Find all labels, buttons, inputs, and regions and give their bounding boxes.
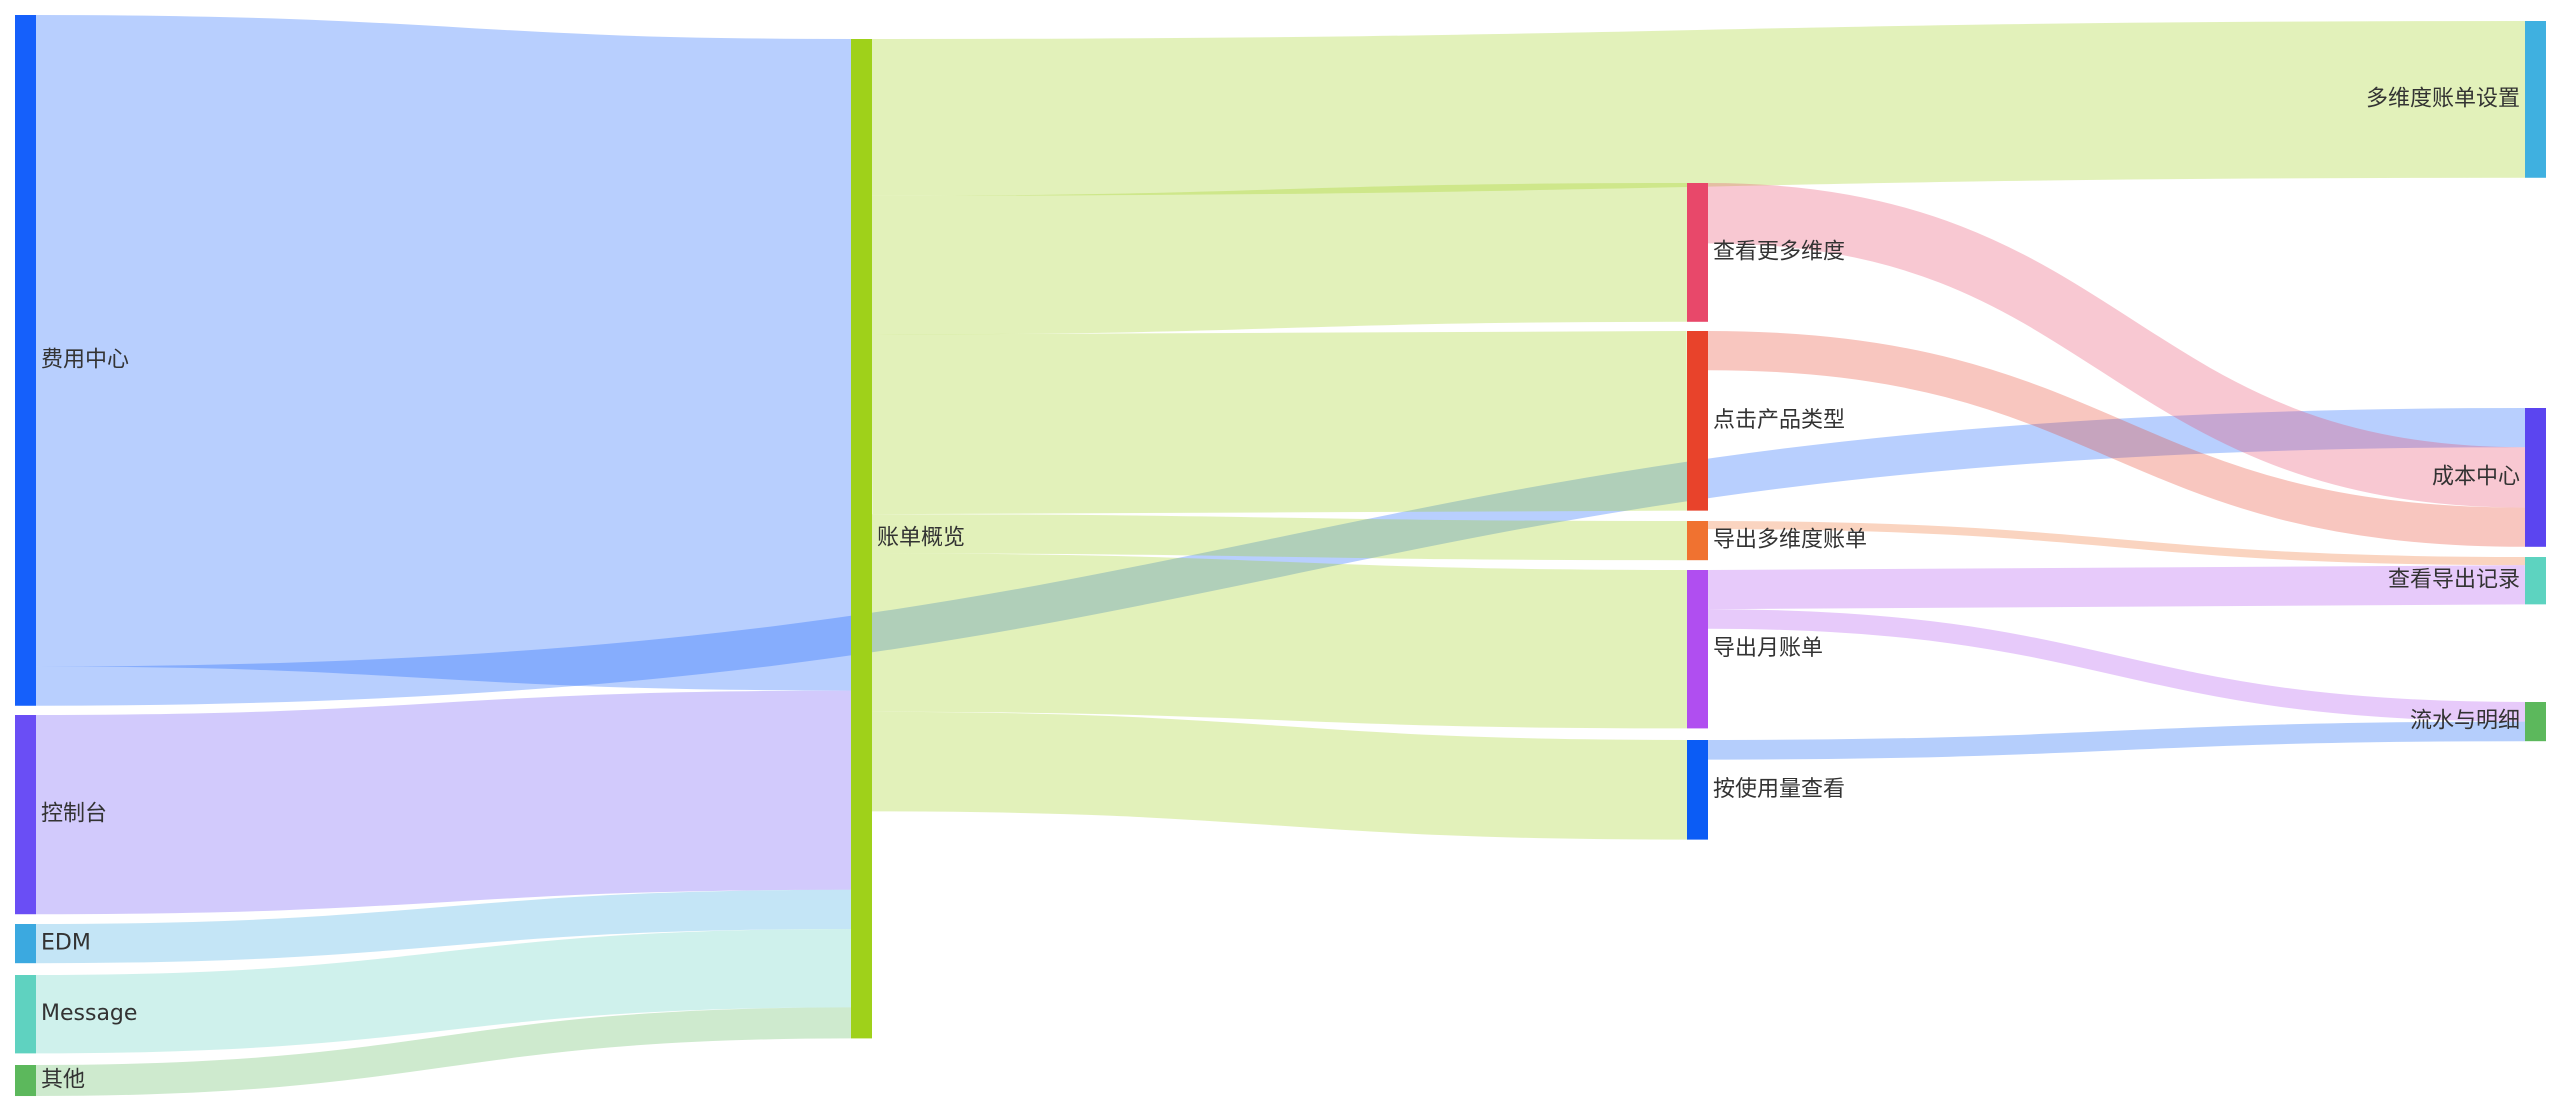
flow-link (35, 690, 852, 915)
node (15, 924, 36, 964)
flow-link (1707, 721, 2526, 760)
flow-link (35, 928, 852, 1054)
node-label: 导出月账单 (1713, 636, 1823, 661)
node-label: 账单概览 (877, 526, 965, 551)
flow-link (871, 514, 1688, 561)
node-label: EDM (41, 931, 91, 956)
flow-link (871, 331, 1688, 515)
node (15, 15, 36, 706)
node (1687, 183, 1708, 322)
node (1687, 740, 1708, 840)
flow-link (1707, 609, 2526, 722)
node-label: 按使用量查看 (1713, 777, 1845, 802)
flow-link (35, 889, 852, 964)
flow-link (871, 182, 1688, 335)
node-label: 查看更多维度 (1713, 239, 1845, 264)
node-label: 成本中心 (2432, 464, 2520, 489)
links (35, 15, 2526, 1097)
node-label: 查看导出记录 (2388, 568, 2520, 593)
flow-link (1707, 182, 2526, 508)
node-label: 其他 (41, 1068, 85, 1093)
node (15, 975, 36, 1054)
flow-link (35, 1007, 852, 1097)
node (2525, 408, 2546, 547)
flow-link (871, 553, 1688, 729)
node (2525, 702, 2546, 742)
flow-link (1707, 565, 2526, 610)
node-label: Message (41, 1001, 137, 1026)
node (1687, 331, 1708, 511)
node-label: 费用中心 (41, 347, 129, 372)
node-label: 导出多维度账单 (1713, 528, 1867, 553)
node (1687, 521, 1708, 561)
node (851, 39, 872, 1039)
flow-link (871, 711, 1688, 840)
node-label: 控制台 (41, 802, 107, 827)
flow-link (1707, 521, 2526, 566)
flow-link (35, 408, 2526, 706)
node-label: 点击产品类型 (1713, 408, 1845, 433)
node (1687, 570, 1708, 729)
node-label: 流水与明细 (2410, 709, 2520, 734)
node (15, 715, 36, 915)
node (2525, 21, 2546, 178)
flow-link (35, 15, 852, 691)
flow-link (1707, 331, 2526, 547)
flow-link (871, 21, 2526, 196)
node (15, 1065, 36, 1097)
node (2525, 557, 2546, 605)
node-label: 多维度账单设置 (2366, 86, 2520, 111)
